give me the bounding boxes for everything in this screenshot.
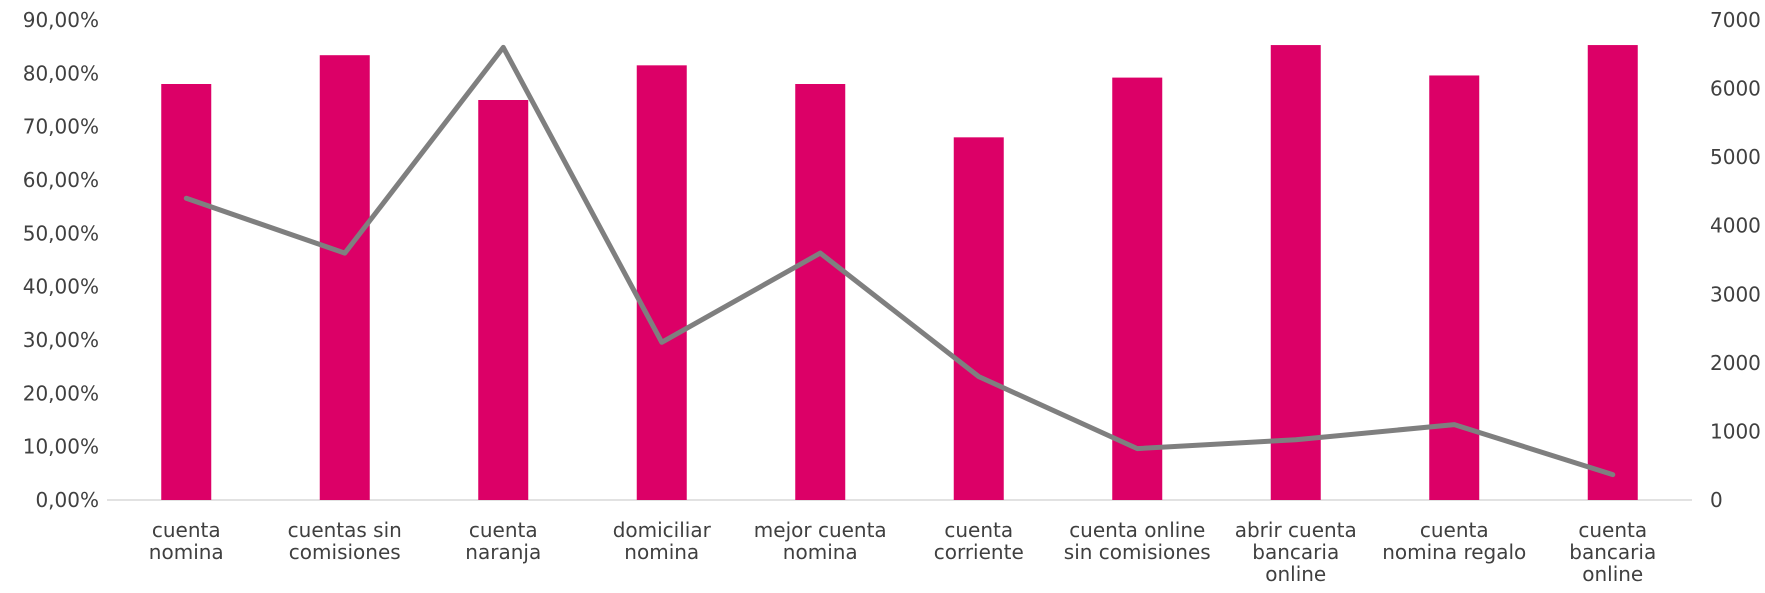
y-tick-label: 40,00% [23, 275, 99, 299]
category-label-line: cuenta [1420, 518, 1489, 542]
category-label-line: cuenta [152, 518, 221, 542]
bar-series [161, 45, 1638, 501]
y-tick-label: 10,00% [23, 435, 99, 459]
bar [1587, 45, 1638, 501]
y-tick-label: 70,00% [23, 115, 99, 139]
bar [1270, 45, 1321, 501]
y2-tick-label: 2000 [1710, 351, 1761, 375]
y-tick-label: 60,00% [23, 168, 99, 192]
bar [795, 84, 846, 500]
category-label-line: bancaria [1569, 540, 1656, 564]
category-label-line: mejor cuenta [754, 518, 887, 542]
category-label: mejor cuenta nomina [754, 518, 887, 564]
y-tick-label: 0,00% [35, 488, 99, 512]
category-label: cuenta nomina [149, 518, 224, 564]
y-tick-label: 50,00% [23, 221, 99, 245]
y-tick-label: 20,00% [23, 381, 99, 405]
category-label: abrir cuenta bancaria online [1235, 518, 1357, 586]
category-label-line: cuenta [1578, 518, 1647, 542]
category-label-line: nomina [783, 540, 858, 564]
category-label-line: cuenta [944, 518, 1013, 542]
y2-tick-label: 3000 [1710, 282, 1761, 306]
category-label-line: sin comisiones [1064, 540, 1211, 564]
category-label-line: comisiones [289, 540, 401, 564]
category-label: cuenta naranja [465, 518, 541, 564]
bar [1112, 77, 1163, 500]
category-label: cuenta online sin comisiones [1064, 518, 1211, 564]
category-label-line: bancaria [1252, 540, 1339, 564]
bar [953, 137, 1004, 501]
bar [636, 65, 687, 500]
y2-tick-label: 5000 [1710, 145, 1761, 169]
y2-tick-label: 1000 [1710, 419, 1761, 443]
category-label-line: nomina [149, 540, 224, 564]
y-tick-label: 80,00% [23, 61, 99, 85]
y2-tick-label: 7000 [1710, 8, 1761, 32]
category-label-line: nomina [624, 540, 699, 564]
category-label-line: cuentas sin [288, 518, 402, 542]
category-label: cuenta corriente [934, 518, 1024, 564]
category-label-line: domiciliar [613, 518, 712, 542]
line-series-path [183, 44, 1616, 478]
y-tick-label: 30,00% [23, 328, 99, 352]
category-label-line: online [1265, 562, 1326, 586]
category-label: cuenta bancaria online [1569, 518, 1656, 586]
category-label-line: online [1582, 562, 1643, 586]
bar [1429, 75, 1480, 500]
bar [161, 84, 212, 500]
y2-tick-label: 4000 [1710, 214, 1761, 238]
category-label-line: cuenta online [1069, 518, 1205, 542]
bar [478, 100, 529, 500]
bar [319, 55, 370, 500]
right-axis-ticks: 0 1000 2000 3000 4000 5000 6000 7000 [1710, 8, 1761, 512]
category-label: cuenta nomina regalo [1382, 518, 1526, 564]
left-axis-ticks: 0,00% 10,00% 20,00% 30,00% 40,00% 50,00% 60,00… [23, 8, 99, 512]
y2-tick-label: 0 [1710, 488, 1723, 512]
y-tick-label: 90,00% [23, 8, 99, 32]
category-label-line: corriente [934, 540, 1024, 564]
category-label-line: naranja [465, 540, 541, 564]
category-label-line: nomina regalo [1382, 540, 1526, 564]
category-label-line: cuenta [469, 518, 538, 542]
category-label-line: abrir cuenta [1235, 518, 1357, 542]
category-label: domiciliar nomina [613, 518, 712, 564]
y2-tick-label: 6000 [1710, 77, 1761, 101]
category-label: cuentas sin comisiones [288, 518, 402, 564]
line-series [183, 44, 1616, 478]
